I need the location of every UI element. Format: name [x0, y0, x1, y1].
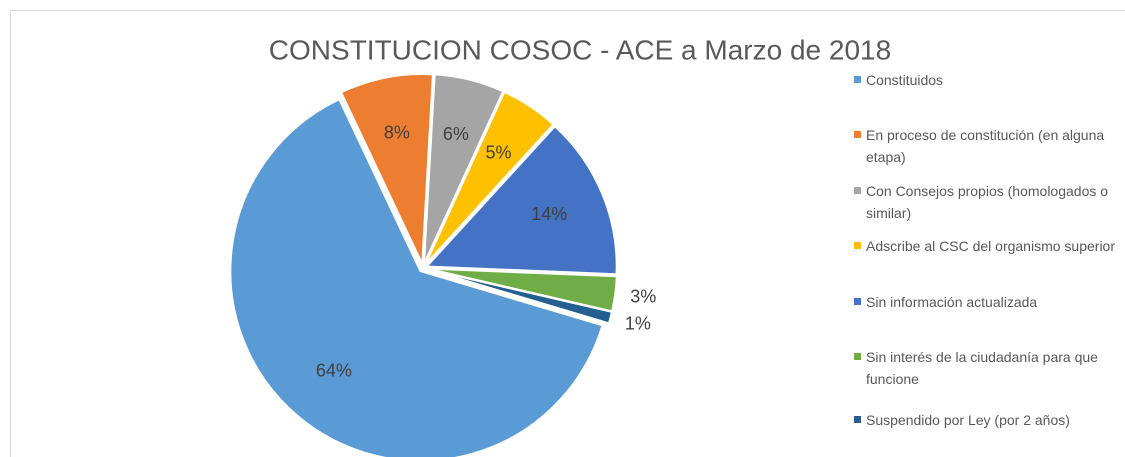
pie-slice [424, 124, 618, 276]
legend-swatch [854, 187, 861, 194]
data-label: 8% [384, 122, 410, 142]
pie-slice [426, 268, 614, 325]
legend-swatch [854, 76, 861, 83]
pie-slice [229, 97, 604, 457]
pie-slice [424, 90, 555, 266]
data-label: 14% [531, 204, 567, 224]
legend-swatch [854, 131, 861, 138]
legend-swatch [854, 298, 861, 305]
data-label: 5% [486, 143, 512, 163]
chart-title: CONSTITUCION COSOC - ACE a Marzo de 2018 [269, 34, 891, 65]
legend-label: Suspendido por Ley (por 2 años) [866, 412, 1070, 428]
legend-swatch [854, 416, 861, 423]
legend-swatch [854, 353, 861, 360]
legend-swatch [854, 242, 861, 249]
legend-label: Con Consejos propios (homologados o simi… [866, 183, 1109, 221]
legend-label: Sin información actualizada [866, 294, 1038, 310]
legend-label: En proceso de constitución (en alguna et… [866, 127, 1105, 165]
data-label: 3% [630, 286, 656, 306]
legend-label: Adscribe al CSC del organismo superior [866, 238, 1115, 254]
chart-frame [10, 10, 1125, 457]
pie-slice [339, 73, 435, 265]
legend-label: Constituidos [866, 72, 944, 88]
data-label: 64% [316, 361, 352, 381]
data-label: 6% [443, 124, 469, 144]
data-label: 1% [625, 314, 651, 334]
legend-label: Sin interés de la ciudadanía para que fu… [866, 349, 1098, 387]
pie-slice [422, 73, 505, 265]
